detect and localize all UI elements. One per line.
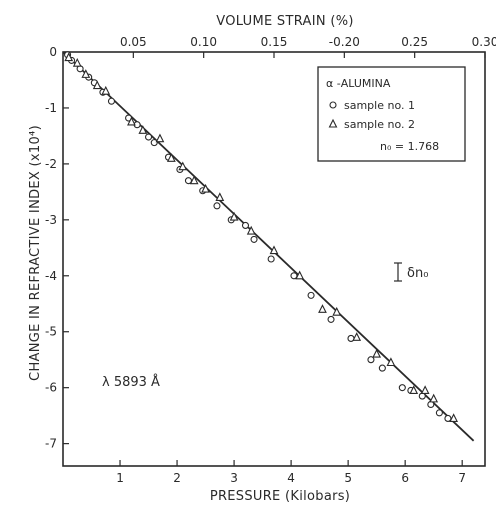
- legend-circle-marker: [329, 101, 337, 109]
- sample-2-point: [420, 385, 430, 395]
- data-points: [64, 51, 459, 422]
- x-tick-label: 3: [230, 471, 238, 485]
- sample-1-point: [150, 139, 158, 147]
- sample-2-point: [127, 116, 136, 126]
- y-tick-label: -1: [45, 101, 57, 115]
- top-tick-label: -0.20: [329, 35, 360, 49]
- legend: α -ALUMINA sample no. 1 sample no. 2 n₀ …: [317, 66, 466, 162]
- sample-2-point: [269, 245, 279, 255]
- top-tick-label: 0.25: [401, 35, 428, 49]
- y-tick-label: -3: [45, 213, 57, 227]
- x-tick-label: 6: [401, 471, 409, 485]
- x-tick-label: 5: [344, 471, 352, 485]
- sample-1-point: [398, 384, 406, 392]
- left-axis-ticks: 0 -1 -2 -3 -4 -5 -6 -7: [45, 45, 69, 451]
- y-tick-label: -5: [45, 325, 57, 339]
- sample-1-point: [378, 364, 386, 372]
- sample-1-point: [267, 255, 275, 263]
- legend-triangle-marker: [328, 118, 338, 128]
- y-tick-label: -7: [45, 437, 57, 451]
- sample-2-point: [429, 393, 439, 403]
- top-axis-title: VOLUME STRAIN (%): [216, 14, 353, 29]
- y-tick-label: -4: [45, 269, 57, 283]
- y-axis-title: CHANGE IN REFRACTIVE INDEX (x10⁴): [28, 125, 43, 381]
- legend-entry-sample-2: sample no. 2: [344, 118, 415, 131]
- legend-title: α -ALUMINA: [326, 77, 391, 90]
- sample-2-point: [332, 306, 342, 316]
- y-tick-label: -2: [45, 157, 57, 171]
- sample-1-point: [184, 177, 193, 185]
- sample-2-point: [409, 385, 419, 395]
- sample-1-point: [367, 356, 375, 364]
- sample-2-point: [215, 192, 225, 202]
- sample-2-point: [138, 125, 148, 134]
- sample-1-point: [307, 291, 315, 299]
- sample-2-point: [166, 153, 176, 162]
- top-tick-label: 0.10: [190, 35, 217, 49]
- sample-2-point: [101, 85, 111, 95]
- wavelength-annotation: λ 5893 Å: [102, 374, 160, 390]
- top-tick-label: 0.05: [120, 35, 147, 49]
- sample-1-point: [444, 414, 452, 422]
- sample-1-point: [241, 221, 250, 229]
- x-tick-label: 2: [173, 471, 181, 485]
- legend-entry-sample-1: sample no. 1: [344, 99, 415, 112]
- sample-2-point: [189, 175, 199, 185]
- sample-1-point: [213, 202, 221, 210]
- sample-1-point: [290, 272, 298, 280]
- y-tick-label: 0: [49, 45, 57, 59]
- x-tick-label: 1: [116, 471, 124, 485]
- sample-2-point: [352, 332, 362, 341]
- sample-2-point: [295, 270, 305, 280]
- sample-2-point: [81, 69, 91, 78]
- sample-2-point: [72, 57, 82, 67]
- sample-2-point: [64, 52, 74, 62]
- sample-2-point: [246, 225, 256, 235]
- top-tick-label: 0.15: [261, 35, 288, 49]
- legend-box: [317, 66, 466, 162]
- sample-2-point: [201, 183, 210, 193]
- sample-1-point: [250, 235, 258, 243]
- sample-2-point: [372, 348, 382, 358]
- sample-2-point: [92, 80, 102, 90]
- x-tick-label: 7: [458, 471, 466, 485]
- y-tick-label: -6: [45, 381, 57, 395]
- x-tick-label: 4: [287, 471, 295, 485]
- top-tick-label: 0.30: [472, 35, 496, 49]
- sample-1-point: [144, 133, 153, 141]
- sample-2-point: [229, 211, 239, 221]
- error-bar-label: δn₀: [407, 266, 428, 281]
- error-bar-annotation: δn₀: [394, 262, 428, 282]
- sample-2-point: [155, 133, 165, 143]
- sample-2-point: [449, 413, 459, 422]
- x-axis-title: PRESSURE (Kilobars): [210, 489, 350, 504]
- sample-1-point: [327, 315, 335, 323]
- sample-2-point: [386, 357, 396, 367]
- sample-1-point: [107, 97, 116, 105]
- top-axis-ticks: 0.05 0.10 0.15 -0.20 0.25 0.30: [120, 35, 496, 58]
- legend-note: n₀ = 1.768: [380, 140, 439, 153]
- sample-2-point: [178, 161, 188, 171]
- sample-2-point: [318, 304, 327, 313]
- bottom-axis-ticks: 1 2 3 4 5 6 7: [116, 460, 466, 485]
- sample-1-point: [435, 409, 443, 417]
